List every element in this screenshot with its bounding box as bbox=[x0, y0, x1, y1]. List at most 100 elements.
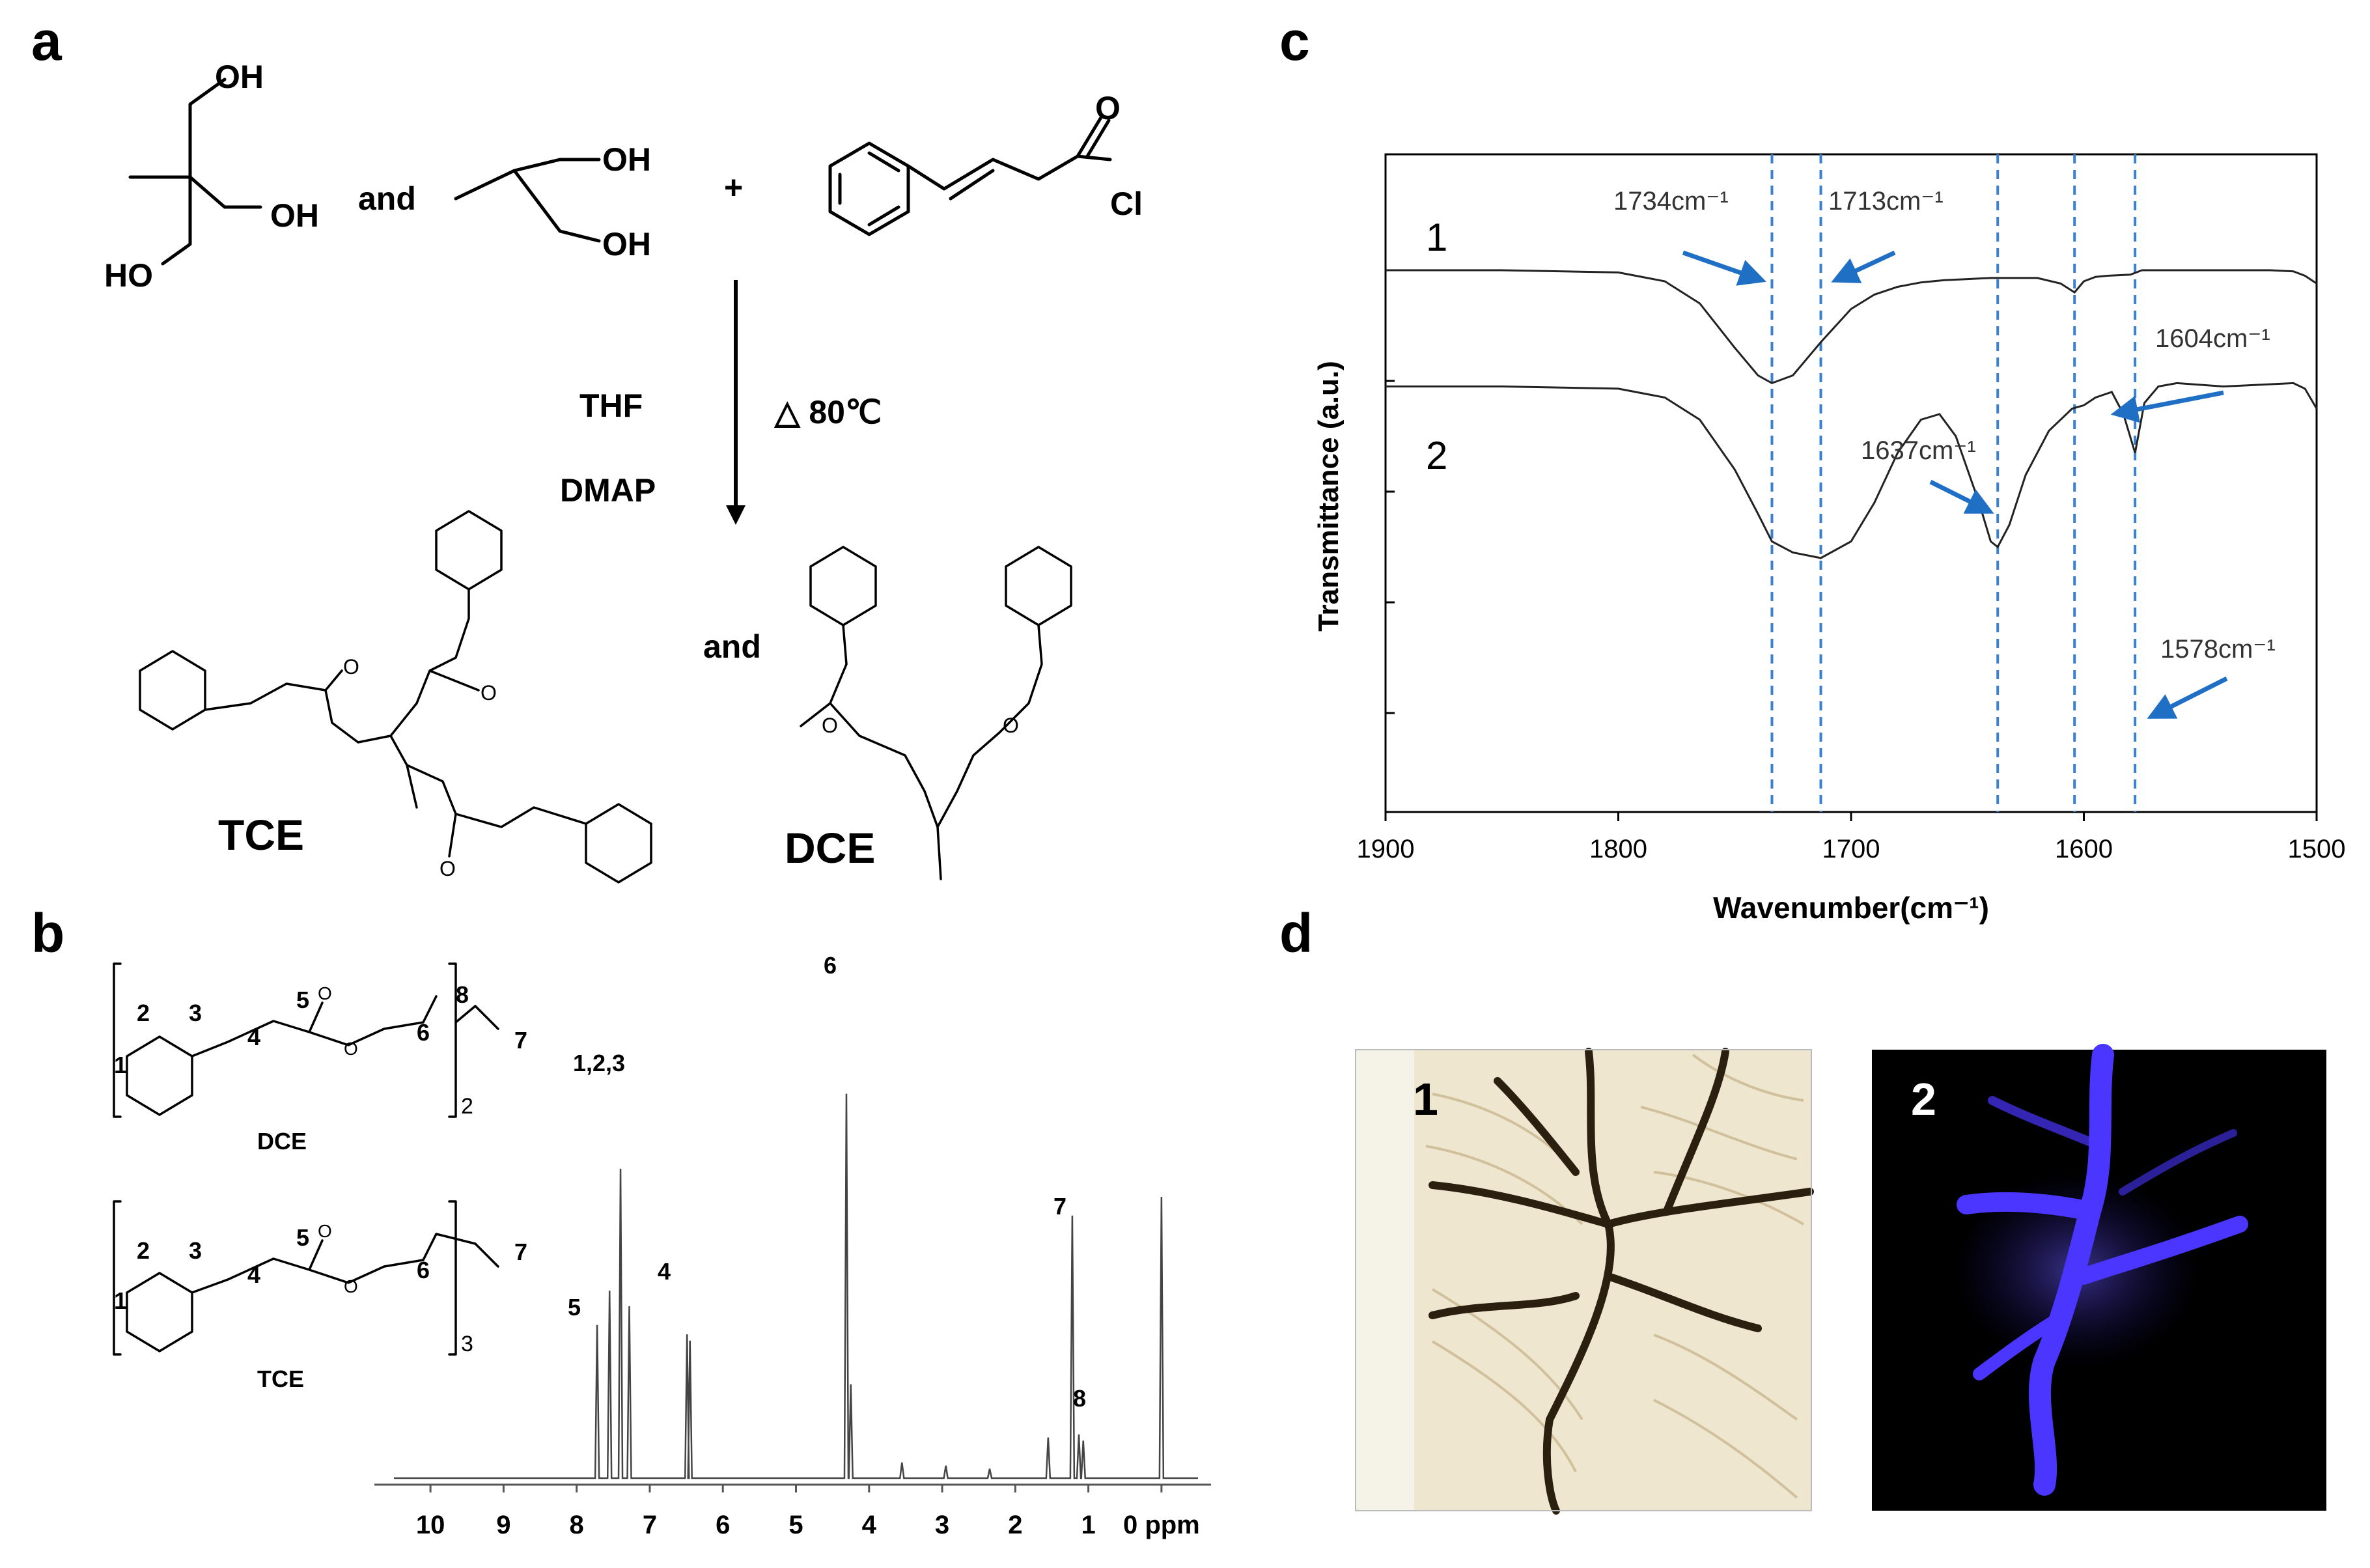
arrow-1734 bbox=[1682, 250, 1766, 286]
peak-label-7: 7 bbox=[1053, 1193, 1066, 1220]
nmr-tick-label: 2 bbox=[1008, 1511, 1022, 1539]
ho-label: HO bbox=[104, 257, 153, 294]
nmr-tick-label: 0 ppm bbox=[1123, 1511, 1200, 1539]
nmr-tick-group: 10 9 8 7 6 5 4 3 2 1 0 ppm bbox=[416, 1485, 1200, 1539]
annotation-1637: 1637cm⁻¹ bbox=[1861, 436, 1976, 465]
and-label: and bbox=[358, 180, 416, 217]
oxygen-label: O bbox=[439, 857, 456, 880]
oh-label: OH bbox=[602, 141, 651, 178]
bright-field-image: 1 bbox=[1355, 1048, 1814, 1515]
oxygen-label: O bbox=[318, 983, 332, 1003]
panel-d: d bbox=[1279, 903, 2326, 1515]
peak-label-4: 4 bbox=[658, 1258, 671, 1285]
dce-structure: O O DCE bbox=[785, 546, 1072, 880]
solvent-label: THF bbox=[579, 387, 643, 424]
panel-d-letter: d bbox=[1279, 903, 1313, 964]
dce-name: DCE bbox=[785, 824, 875, 872]
ir-x-tick-label: 1700 bbox=[1822, 835, 1880, 863]
atom-label: 4 bbox=[247, 1024, 260, 1050]
oxygen-label: O bbox=[344, 1039, 358, 1059]
tce-repeat-unit: 1 2 3 4 5 6 7 O O 3 TCE bbox=[113, 1200, 527, 1392]
atom-label: 5 bbox=[296, 1224, 309, 1251]
curve-2-label: 2 bbox=[1426, 434, 1447, 477]
atom-label: 3 bbox=[189, 1000, 202, 1026]
atom-label: 7 bbox=[514, 1027, 527, 1054]
nmr-tick-label: 5 bbox=[788, 1511, 803, 1539]
nmr-tick-label: 7 bbox=[643, 1511, 657, 1539]
peak-label-6: 6 bbox=[824, 952, 837, 979]
ir-x-tick-label: 1800 bbox=[1589, 835, 1647, 863]
atom-label: 8 bbox=[456, 981, 469, 1008]
nmr-spectrum: 10 9 8 7 6 5 4 3 2 1 0 ppm 1,2,3 4 5 6 7 8 bbox=[374, 952, 1211, 1539]
atom-label: 7 bbox=[514, 1239, 527, 1265]
ir-y-axis-label: Transmittance (a.u.) bbox=[1313, 361, 1345, 632]
trimethylolethane-structure: OH OH HO bbox=[104, 59, 319, 294]
peak-label-123: 1,2,3 bbox=[573, 1050, 625, 1076]
nmr-tick-label: 10 bbox=[416, 1511, 445, 1539]
panel-c-letter: c bbox=[1279, 10, 1310, 72]
arrow-1604 bbox=[2110, 390, 2224, 423]
fluorescence-image: 2 bbox=[1872, 1044, 2326, 1511]
image-2-label: 2 bbox=[1911, 1074, 1936, 1125]
dce-name: DCE bbox=[257, 1128, 307, 1155]
nmr-tick-label: 3 bbox=[935, 1511, 949, 1539]
arrow-1713 bbox=[1831, 250, 1896, 283]
tce-structure: O O O TCE bbox=[139, 510, 652, 884]
ir-reference-lines bbox=[1770, 154, 2137, 812]
peak-label-8: 8 bbox=[1073, 1385, 1086, 1412]
atom-label: 2 bbox=[137, 1237, 150, 1264]
image-2-crystal bbox=[1957, 1044, 2248, 1496]
oh-label: OH bbox=[270, 197, 319, 234]
ir-plot-frame bbox=[1384, 153, 2318, 813]
panel-b: b 1 2 3 4 5 6 7 8 O O 2 DCE 1 2 3 bbox=[31, 903, 1211, 1539]
and-label: and bbox=[703, 628, 761, 665]
arrow-1578 bbox=[2147, 676, 2228, 719]
ir-x-tick-label: 1600 bbox=[2055, 835, 2113, 863]
panel-a: a OH OH HO and OH OH + O Cl THF DMAP △ 8… bbox=[31, 10, 1143, 884]
tce-name: TCE bbox=[257, 1365, 304, 1392]
ir-x-tick-label: 1500 bbox=[2288, 835, 2346, 863]
dce-repeat-unit: 1 2 3 4 5 6 7 8 O O 2 DCE bbox=[113, 962, 527, 1155]
nmr-tick-label: 6 bbox=[716, 1511, 730, 1539]
atom-label: 6 bbox=[417, 1257, 430, 1283]
image-1-border bbox=[1355, 1049, 1812, 1511]
annotation-1578: 1578cm⁻¹ bbox=[2160, 635, 2276, 664]
catalyst-label: DMAP bbox=[560, 472, 656, 509]
panel-a-letter: a bbox=[31, 10, 63, 72]
image-1-label: 1 bbox=[1413, 1074, 1438, 1125]
atom-label: 1 bbox=[114, 1052, 127, 1078]
nmr-tick-label: 4 bbox=[862, 1511, 877, 1539]
oxygen-label: O bbox=[318, 1221, 332, 1241]
nmr-tick-label: 9 bbox=[496, 1511, 510, 1539]
image-1-ripples bbox=[1425, 1054, 1804, 1499]
nmr-tick-label: 8 bbox=[570, 1511, 584, 1539]
tce-subscript: 3 bbox=[461, 1332, 473, 1356]
ir-x-tick-group: 1900 1800 1700 1600 1500 bbox=[1357, 812, 2346, 863]
image-1-edge bbox=[1356, 1050, 1414, 1511]
oxygen-label: O bbox=[481, 681, 497, 705]
atom-label: 2 bbox=[137, 1000, 150, 1026]
atom-label: 5 bbox=[296, 987, 309, 1013]
ir-series-1 bbox=[1386, 269, 2317, 385]
atom-label: 1 bbox=[114, 1287, 127, 1314]
oxygen-label: O bbox=[343, 655, 359, 679]
nmr-tick-label: 1 bbox=[1081, 1511, 1095, 1539]
atom-label: 4 bbox=[247, 1261, 260, 1288]
annotation-1604: 1604cm⁻¹ bbox=[2155, 324, 2270, 353]
image-1-veins bbox=[1429, 1048, 1814, 1515]
nmr-trace bbox=[394, 1093, 1198, 1479]
oxygen-label: O bbox=[822, 714, 838, 737]
oh-label: OH bbox=[215, 59, 264, 95]
atom-label: 3 bbox=[189, 1237, 202, 1264]
annotation-1734: 1734cm⁻¹ bbox=[1613, 187, 1729, 216]
atom-label: 6 bbox=[417, 1019, 430, 1046]
oxygen-label: O bbox=[1095, 90, 1121, 126]
ir-x-axis-label: Wavenumber(cm⁻¹) bbox=[1713, 891, 1989, 925]
panel-b-letter: b bbox=[31, 903, 64, 964]
peak-label-5: 5 bbox=[568, 1294, 581, 1321]
dce-subscript: 2 bbox=[461, 1094, 473, 1119]
cinnamoyl-chloride-structure: O Cl bbox=[828, 90, 1143, 236]
plus-label: + bbox=[724, 169, 743, 206]
image-1-background bbox=[1356, 1050, 1811, 1511]
